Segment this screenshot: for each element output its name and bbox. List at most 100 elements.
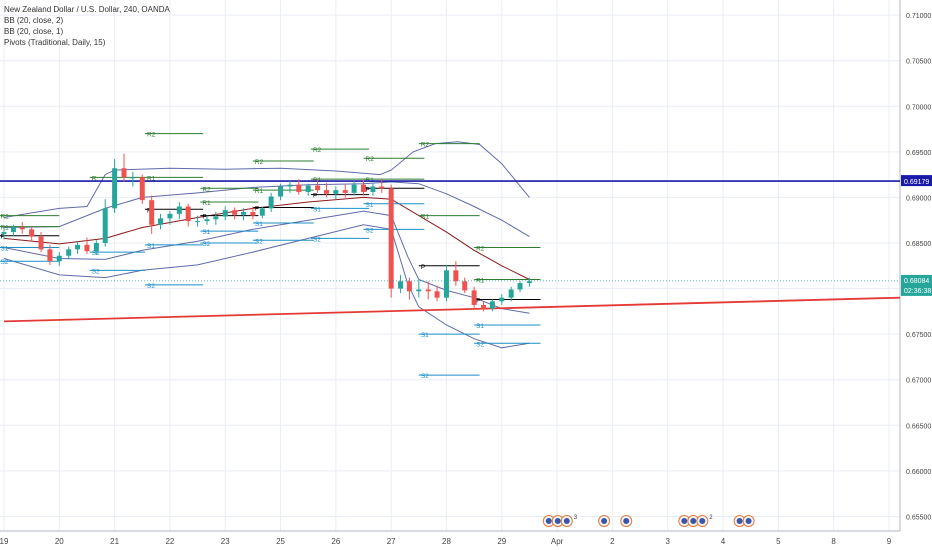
candle-body [38,236,44,250]
pivot-label: R2 [202,186,211,193]
pivot-label: R1 [0,225,9,232]
symbol-title: New Zealand Dollar / U.S. Dollar, 240, O… [4,5,170,14]
candle-body [361,184,367,192]
event-flag-icon [554,518,561,524]
indicator-pivots[interactable]: Pivots (Traditional, Daily, 15) [4,38,106,47]
x-tick-label: 27 [387,537,396,546]
pivot-label: P [0,234,4,241]
candle-body [489,301,495,309]
candle-body [462,281,468,291]
current-price-tag [901,274,932,296]
indicator-bb-1[interactable]: BB (20, close, 1) [4,27,64,36]
pivot-label: S1 [0,246,8,253]
y-tick-label: 0.70000 [906,104,931,111]
y-tick-label: 0.67500 [906,332,931,339]
pivot-label: S2 [92,268,100,275]
candle-body [499,297,505,302]
event-flag-icon [736,518,743,524]
countdown-label: 02:36:38 [904,288,931,295]
candle-body [323,190,329,194]
candle-body [195,221,201,223]
candle-body [222,210,228,217]
candle-body [425,289,431,292]
pivot-label: S1 [421,332,429,339]
candle-body [471,290,477,305]
candle-body [388,188,394,289]
x-tick-label: 25 [276,537,285,546]
candle-body [259,208,265,216]
pivot-label: S2 [255,238,263,245]
x-tick-label: 22 [165,537,174,546]
candle-body [93,242,99,252]
candle-body [333,190,339,194]
y-tick-label: 0.65500 [906,514,931,521]
candle-body [268,196,274,209]
candle-body [416,289,422,292]
candle-body [481,304,487,309]
current-price-label: 0.68084 [904,278,929,285]
x-tick-label: 8 [831,537,836,546]
candle-body [305,185,311,192]
candle-body [139,177,145,201]
pivot-label: P [202,214,206,221]
pivot-label: S2 [0,259,8,266]
pivot-label: S2 [202,241,210,248]
x-tick-label: 3 [665,537,670,546]
candle-body [287,184,293,187]
pivot-label: R2 [313,147,322,154]
candle-body [10,227,16,233]
x-tick-label: 5 [776,537,781,546]
x-tick-label: 20 [55,537,64,546]
candle-body [112,168,118,209]
event-flag-icon [745,518,752,524]
candle-body [398,281,404,289]
candle-body [66,249,72,256]
pivot-label: R [92,175,97,182]
y-tick-label: 0.71000 [906,13,931,20]
pivot-label: S1 [313,206,321,213]
event-flag-icon [699,518,706,524]
candle-body [453,270,459,282]
y-tick-label: 0.68500 [906,241,931,248]
pivot-label: S1 [366,202,374,209]
candle-body [443,270,449,298]
candle-body [29,229,35,237]
event-flag-icon [690,518,697,524]
candle-body [204,219,210,222]
y-tick-label: 0.69000 [906,195,931,202]
event-count-badge: 2 [709,515,713,521]
candle-body [1,232,7,234]
pivot-label: P [421,264,425,271]
pivot-label: P [255,205,259,212]
x-tick-label: 28 [442,537,451,546]
candle-body [176,206,182,214]
event-count-badge: 3 [574,515,578,521]
candle-body [296,184,302,192]
candle-body [75,244,81,250]
x-tick-label: 9 [887,537,892,546]
pivot-label: R1 [147,175,156,182]
bb-upper-outer [3,141,530,218]
pivot-label: R2 [476,246,485,253]
x-tick-label: Apr [551,537,564,546]
x-tick-label: 21 [110,537,119,546]
pivot-label: S2 [476,341,484,348]
pivot-label: R1 [421,214,430,221]
candle-body [379,186,385,189]
candle-body [213,216,219,220]
candle-body [250,212,256,216]
x-tick-label: 19 [0,537,9,546]
event-flag-icon [563,518,570,524]
candle-body [517,283,523,290]
pivot-label: S1 [255,221,263,228]
candle-body [526,281,532,284]
pivot-label: R1 [255,188,264,195]
pivot-label: P [313,193,317,200]
indicator-bb-2[interactable]: BB (20, close, 2) [4,16,64,25]
y-tick-label: 0.69500 [906,150,931,157]
candle-body [406,281,412,292]
candle-body [351,184,357,193]
candle-body [84,244,90,252]
